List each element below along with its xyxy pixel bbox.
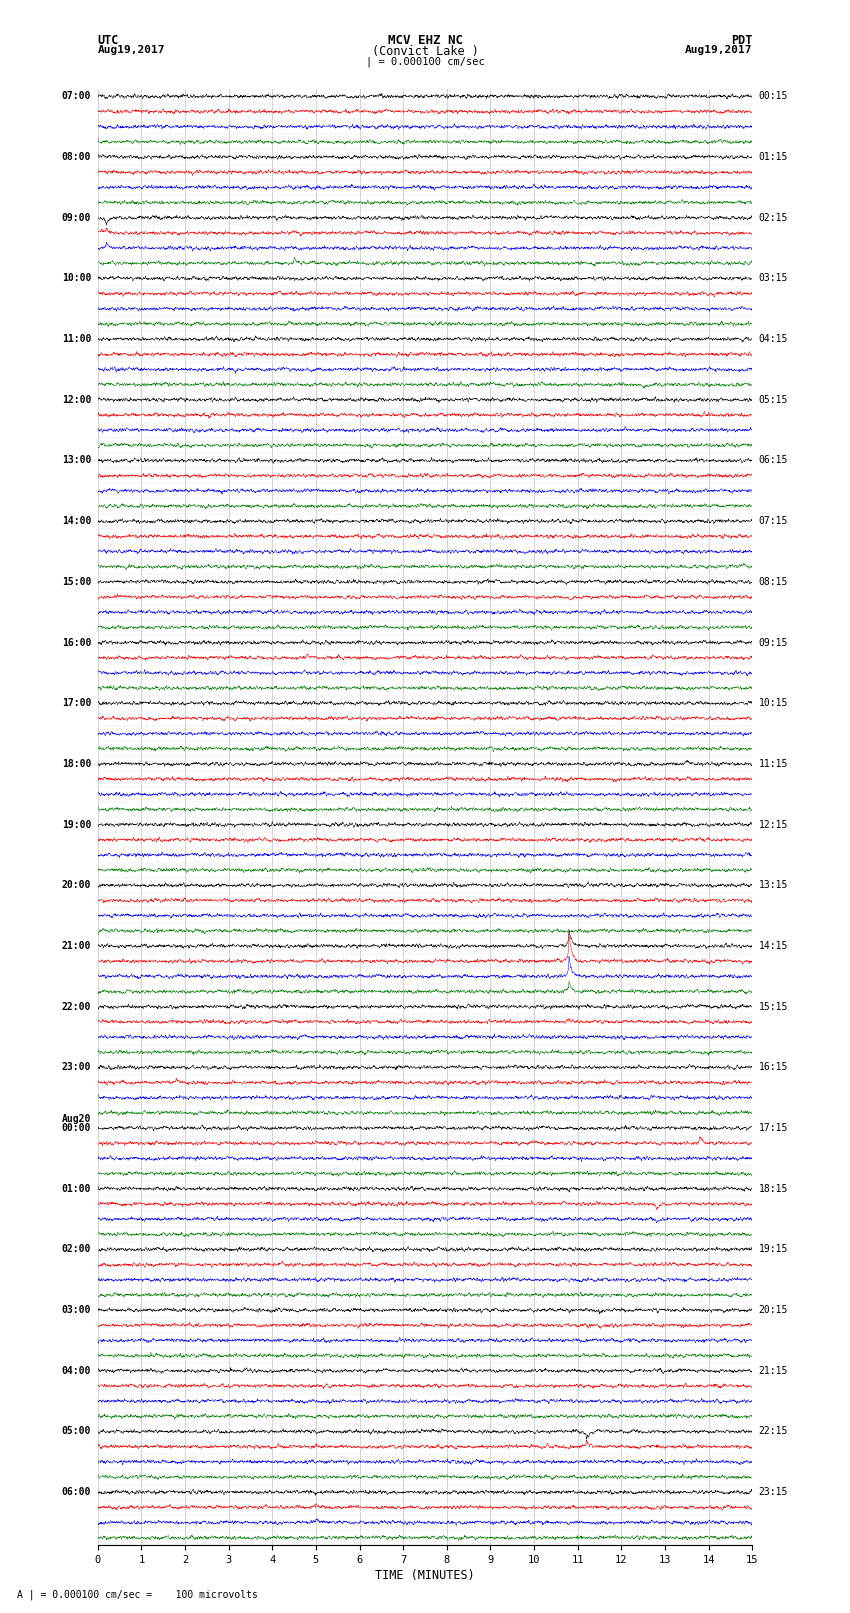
Text: 14:15: 14:15 [759,940,788,952]
Text: 10:15: 10:15 [759,698,788,708]
Text: 01:00: 01:00 [62,1184,91,1194]
Text: A | = 0.000100 cm/sec =    100 microvolts: A | = 0.000100 cm/sec = 100 microvolts [17,1589,258,1600]
Text: 17:00: 17:00 [62,698,91,708]
Text: 08:00: 08:00 [62,152,91,161]
Text: 07:15: 07:15 [759,516,788,526]
Text: 12:00: 12:00 [62,395,91,405]
Text: 00:00: 00:00 [62,1123,91,1132]
Text: 03:00: 03:00 [62,1305,91,1315]
Text: 14:00: 14:00 [62,516,91,526]
Text: PDT: PDT [731,34,752,47]
Text: MCV EHZ NC: MCV EHZ NC [388,34,462,47]
Text: Aug20: Aug20 [62,1115,91,1124]
Text: 23:00: 23:00 [62,1063,91,1073]
Text: 22:00: 22:00 [62,1002,91,1011]
Text: 02:15: 02:15 [759,213,788,223]
Text: 06:00: 06:00 [62,1487,91,1497]
Text: 04:00: 04:00 [62,1366,91,1376]
Text: 07:00: 07:00 [62,92,91,102]
Text: UTC: UTC [98,34,119,47]
Text: 18:00: 18:00 [62,758,91,769]
Text: 00:15: 00:15 [759,92,788,102]
Text: 06:15: 06:15 [759,455,788,466]
Text: 05:00: 05:00 [62,1426,91,1437]
Text: 09:00: 09:00 [62,213,91,223]
Text: 20:00: 20:00 [62,881,91,890]
Text: 17:15: 17:15 [759,1123,788,1132]
Text: 10:00: 10:00 [62,273,91,284]
Text: 15:15: 15:15 [759,1002,788,1011]
Text: 11:00: 11:00 [62,334,91,344]
Text: Aug19,2017: Aug19,2017 [685,45,752,55]
Text: (Convict Lake ): (Convict Lake ) [371,45,479,58]
Text: 21:00: 21:00 [62,940,91,952]
Text: 18:15: 18:15 [759,1184,788,1194]
Text: 22:15: 22:15 [759,1426,788,1437]
Text: 05:15: 05:15 [759,395,788,405]
Text: 12:15: 12:15 [759,819,788,829]
Text: 01:15: 01:15 [759,152,788,161]
Text: | = 0.000100 cm/sec: | = 0.000100 cm/sec [366,56,484,68]
Text: 19:15: 19:15 [759,1244,788,1255]
X-axis label: TIME (MINUTES): TIME (MINUTES) [375,1569,475,1582]
Text: Aug19,2017: Aug19,2017 [98,45,165,55]
Text: 15:00: 15:00 [62,577,91,587]
Text: 04:15: 04:15 [759,334,788,344]
Text: 08:15: 08:15 [759,577,788,587]
Text: 02:00: 02:00 [62,1244,91,1255]
Text: 19:00: 19:00 [62,819,91,829]
Text: 16:00: 16:00 [62,637,91,647]
Text: 03:15: 03:15 [759,273,788,284]
Text: 13:00: 13:00 [62,455,91,466]
Text: 09:15: 09:15 [759,637,788,647]
Text: 16:15: 16:15 [759,1063,788,1073]
Text: 13:15: 13:15 [759,881,788,890]
Text: 21:15: 21:15 [759,1366,788,1376]
Text: 11:15: 11:15 [759,758,788,769]
Text: 20:15: 20:15 [759,1305,788,1315]
Text: 23:15: 23:15 [759,1487,788,1497]
